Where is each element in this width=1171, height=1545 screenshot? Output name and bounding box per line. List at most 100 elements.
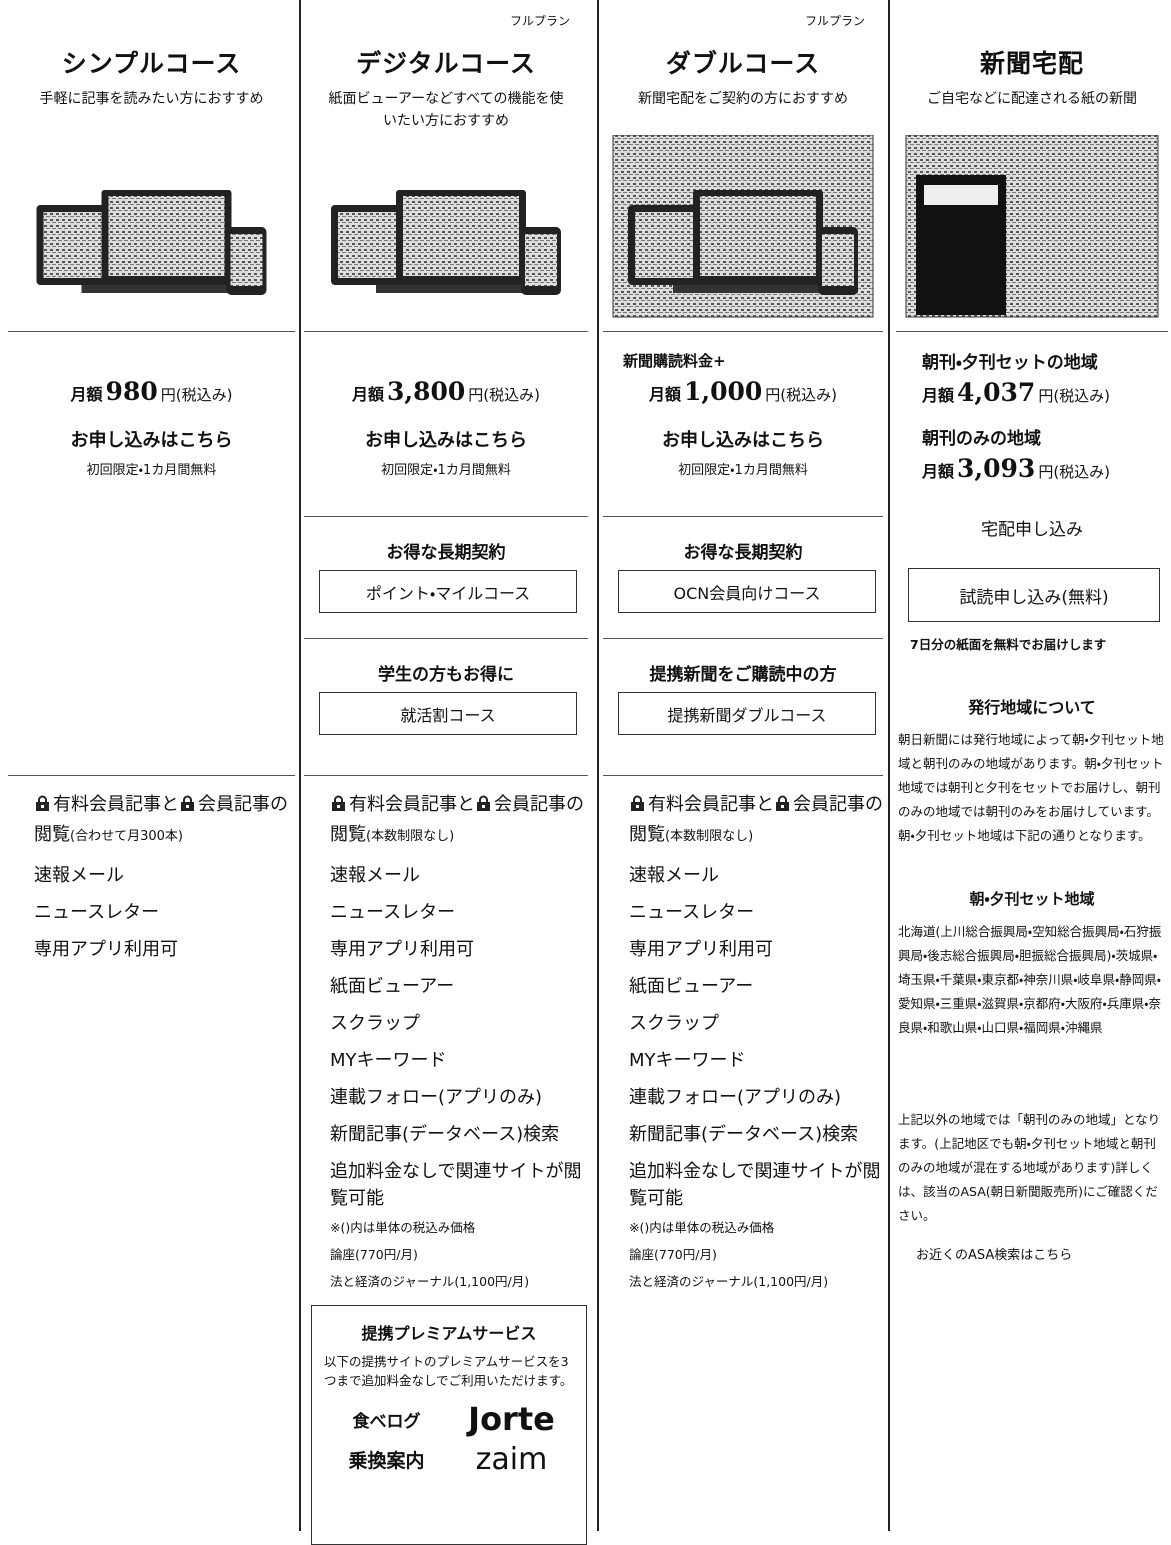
offer-button-label: 提携新聞ダブルコース (667, 705, 827, 725)
offer-button[interactable]: ポイント・マイルコース (319, 570, 577, 613)
feature-notes: ※()内は単体の税込み価格 論座(770円/月) 法と経済のジャーナル(1,100円… (330, 1214, 584, 1295)
apply-note: 初回限定・1カ月間無料 (381, 463, 511, 478)
trial-button[interactable]: 試読申し込み(無料) (908, 568, 1160, 622)
feature-note: 法と経済のジャーナル(1,100円/月) (629, 1274, 829, 1289)
feature-item: 連載フォロー(アプリのみ) (629, 1087, 842, 1108)
divider (603, 331, 883, 332)
feature-lead: 有料会員記事と 会員記事の閲覧(本数制限なし) (629, 790, 883, 852)
apply-note: 初回限定・1カ月間無料 (86, 463, 217, 478)
divider (603, 516, 883, 517)
feature-limit: (本数制限なし) (665, 829, 754, 844)
feature-item: 紙面ビューアー (629, 976, 754, 997)
plan-subtitle: 手軽に記事を読みたい方におすすめ (39, 91, 264, 107)
feature-item: 追加料金なしで関連サイトが閲覧可能 (629, 1161, 881, 1209)
price-unit: 円(税込み) (160, 386, 233, 404)
plan-badge: フルプラン (804, 14, 865, 28)
region-label: 朝刊のみの地域 (922, 429, 1041, 449)
premium-box: 提携プレミアムサービス 以下の提携サイトのプレミアムサービスを3つまで追加料金なし… (311, 1305, 587, 1545)
plan-column: 新聞宅配 ご自宅などに配達される紙の新聞 朝刊・夕刊セットの地域 月額 4,037 円(税… (896, 0, 1168, 1531)
offer-button-label: ポイント・マイルコース (365, 583, 531, 603)
partner-logo: zaim (475, 1442, 548, 1477)
offer-button-label: 就活割コース (400, 705, 496, 725)
plan-title: ダブルコース (665, 49, 821, 78)
plan-title: デジタルコース (356, 49, 536, 78)
feature-note: ※()内は単体の税込み価格 (330, 1220, 476, 1235)
offer-heading: 提携新聞をご購読中の方 (649, 665, 837, 685)
plan-column: シンプルコース 手軽に記事を読みたい方におすすめ 月額 980 円(税込み) お申し込みは… (8, 0, 295, 1531)
column-divider (299, 0, 301, 1531)
lock-icon (776, 795, 789, 811)
partner-logo: Jorte (468, 1400, 555, 1438)
column-divider (597, 0, 599, 1531)
region-label: 朝刊・夕刊セットの地域 (922, 353, 1098, 373)
divider (304, 516, 588, 517)
feature-item: ニュースレター (34, 902, 160, 923)
feature-item: 専用アプリ利用可 (330, 939, 474, 960)
divider (304, 638, 588, 639)
offer-heading: 学生の方もお得に (378, 665, 514, 685)
feature-item: 速報メール (330, 865, 420, 886)
divider (8, 331, 295, 332)
price-amount: 4,037 (957, 378, 1036, 407)
set-text: 北海道(上川総合振興局・空知総合振興局・石狩振興局・後志総合振興局・胆振総合振興… (898, 924, 1162, 1035)
price-unit: 円(税込み) (1038, 463, 1111, 481)
price-label: 月額 (922, 386, 955, 405)
apply-link[interactable]: お申し込みはこちら (70, 430, 233, 451)
feature-item: MYキーワード (629, 1050, 746, 1071)
feature-list: 有料会員記事と 会員記事の閲覧(本数制限なし) 速報メール ニュースレター 専用アプリ利… (629, 790, 883, 1295)
divider (603, 638, 883, 639)
offer-heading: お得な長期契約 (386, 543, 506, 563)
lock-icon (477, 795, 490, 811)
feature-item: 連載フォロー(アプリのみ) (330, 1087, 543, 1108)
apply-link[interactable]: お申し込みはこちら (662, 430, 824, 451)
plan-subtitle: 紙面ビューアーなどすべての機能を使いたい方におすすめ (328, 91, 564, 129)
feature-notes: ※()内は単体の税込み価格 論座(770円/月) 法と経済のジャーナル(1,100円… (629, 1214, 883, 1295)
feature-item: スクラップ (629, 1013, 719, 1034)
price: 月額 3,800 円(税込み) (304, 377, 588, 406)
divider (603, 775, 883, 776)
apply-link[interactable]: お申し込みはこちら (365, 430, 527, 451)
plan-badge: フルプラン (509, 14, 570, 28)
area-text: 朝日新聞には発行地域によって朝・夕刊セット地域と朝刊のみの地域があります。朝・夕… (898, 732, 1164, 843)
price-unit: 円(税込み) (765, 386, 838, 404)
feature-limit: (合わせて月300本) (70, 829, 183, 844)
asa-link[interactable]: お近くのASA検索はこちら (916, 1248, 1073, 1263)
price-unit: 円(税込み) (468, 386, 541, 404)
plan-subtitle: 新聞宅配をご契約の方におすすめ (638, 91, 848, 107)
area-heading: 発行地域について (968, 698, 1096, 717)
price: 月額 4,037 円(税込み) (922, 378, 1110, 407)
price: 月額 1,000 円(税込み) (603, 377, 883, 406)
feature-lead-text: 有料会員記事と (349, 794, 475, 815)
feature-list: 有料会員記事と 会員記事の閲覧(合わせて月300本) 速報メール ニュースレター 専用ア… (34, 790, 288, 963)
offer-button[interactable]: 就活割コース (319, 692, 577, 735)
feature-item: 専用アプリ利用可 (34, 939, 178, 960)
feature-note: 論座(770円/月) (629, 1247, 717, 1262)
price-label: 月額 (922, 462, 955, 481)
premium-description: 以下の提携サイトのプレミアムサービスを3つまで追加料金なしでご利用いただけます。 (324, 1354, 573, 1388)
feature-item: 追加料金なしで関連サイトが閲覧可能 (330, 1161, 582, 1209)
feature-item: スクラップ (330, 1013, 420, 1034)
feature-item: MYキーワード (330, 1050, 447, 1071)
feature-item: 新聞記事(データベース)検索 (629, 1124, 859, 1145)
offer-button[interactable]: OCN会員向けコース (618, 570, 876, 613)
partner-logo: 乗換案内 (348, 1450, 425, 1472)
plan-title: シンプルコース (61, 49, 242, 78)
feature-lead: 有料会員記事と 会員記事の閲覧(本数制限なし) (330, 790, 584, 852)
feature-item: ニュースレター (330, 902, 456, 923)
lock-icon (631, 795, 644, 811)
column-divider (888, 0, 890, 1531)
set-heading: 朝・夕刊セット地域 (969, 890, 1095, 908)
trial-note: 7日分の紙面を無料でお届けします (910, 637, 1107, 652)
price-amount: 1,000 (684, 377, 763, 406)
feature-item: ニュースレター (629, 902, 755, 923)
price: 月額 3,093 円(税込み) (922, 454, 1110, 483)
feature-lead-text: 有料会員記事と (648, 794, 774, 815)
price-unit: 円(税込み) (1038, 387, 1111, 405)
apply-link[interactable]: 宅配申し込み (981, 520, 1083, 540)
price-label: 月額 (351, 385, 384, 404)
feature-note: 論座(770円/月) (330, 1247, 418, 1262)
feature-item: 速報メール (629, 865, 719, 886)
offer-button[interactable]: 提携新聞ダブルコース (618, 692, 876, 735)
premium-logos: 食べログ Jorte 乗換案内 zaim (324, 1400, 574, 1477)
feature-note: 法と経済のジャーナル(1,100円/月) (330, 1274, 530, 1289)
